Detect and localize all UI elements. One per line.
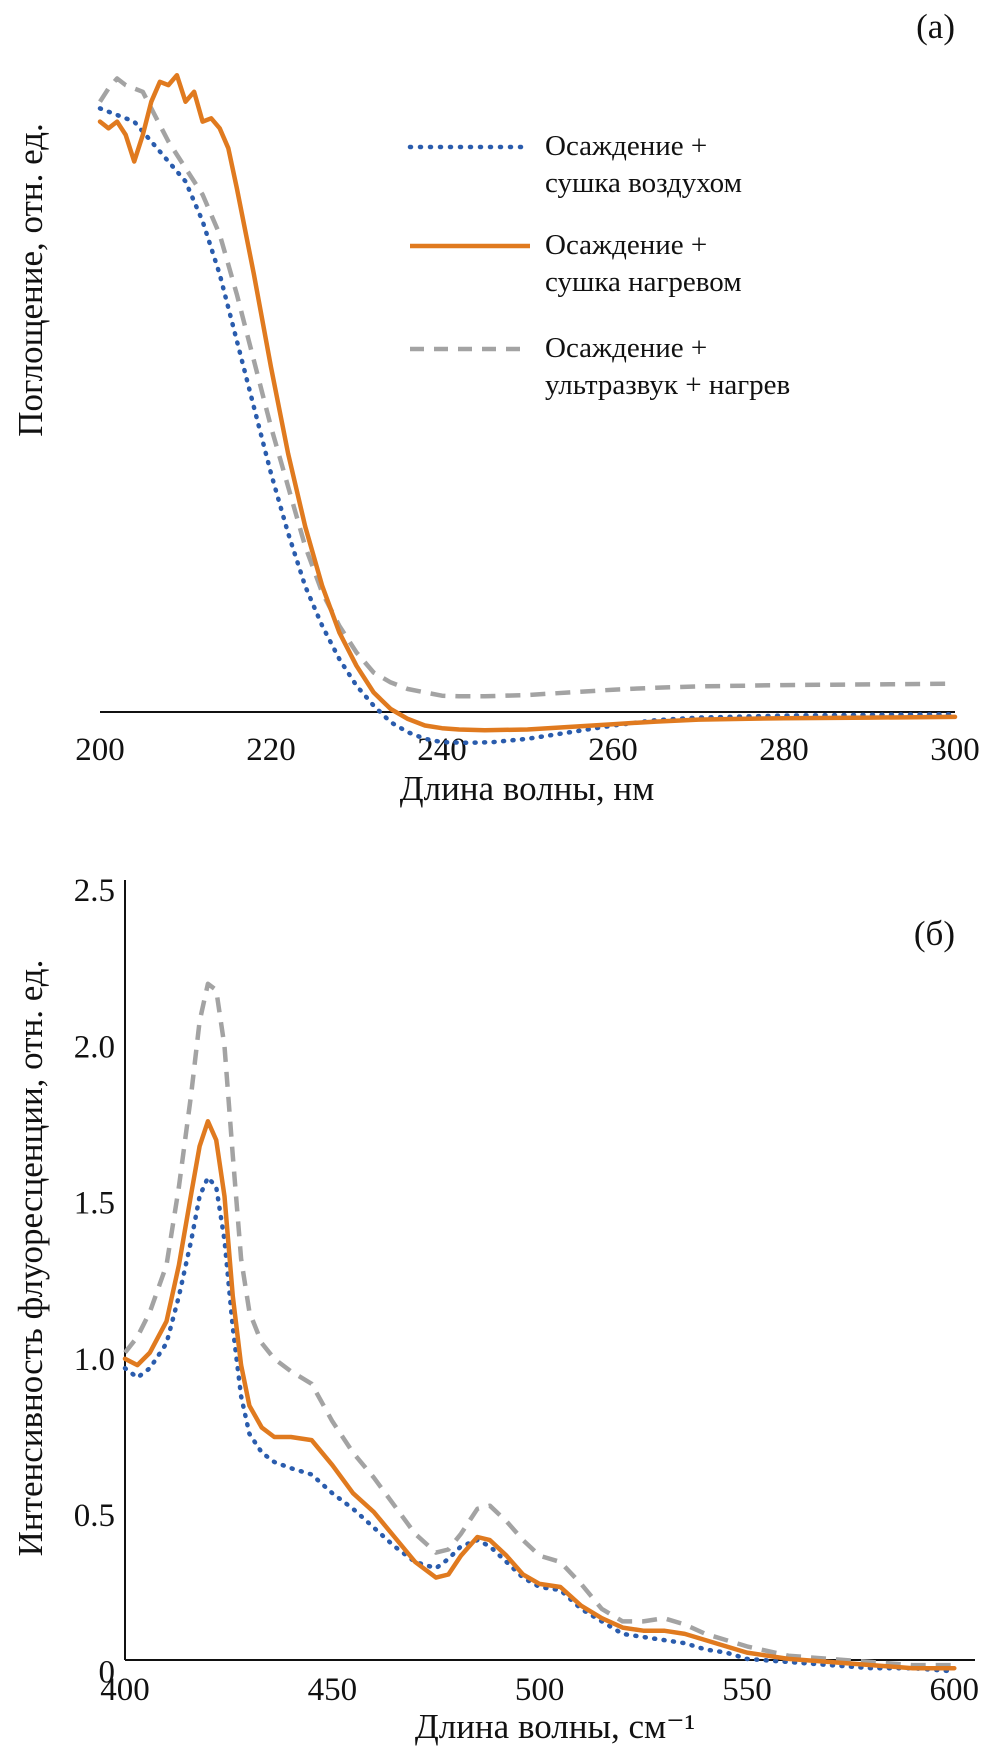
- panel-b-x-tick-500: 500: [515, 1672, 565, 1708]
- legend-item-air: Осаждение + сушка воздухом: [407, 130, 742, 199]
- panel-b-x-tick-400: 400: [100, 1672, 150, 1708]
- panel-b-y-tick-1-5: 1.5: [74, 1186, 115, 1222]
- panel-b-series-us: [123, 981, 955, 1668]
- panel-b-x-tick-550: 550: [722, 1672, 772, 1708]
- panel-a-series: [97, 72, 958, 746]
- panel-a-x-tick-280: 280: [759, 732, 809, 768]
- panel-b-y-tick-1: 1.0: [74, 1342, 115, 1378]
- panel-a-series-air: [97, 106, 958, 746]
- panel-b-label: (б): [914, 914, 955, 953]
- panel-a-x-tick-260: 260: [588, 732, 638, 768]
- panel-a-x-tick-labels: 200 220 240 260 280 300: [75, 732, 980, 768]
- panel-a-x-tick-200: 200: [75, 732, 125, 768]
- panel-b-y-tick-0-5: 0.5: [74, 1498, 115, 1534]
- panel-b-y-axis-title: Интенсивность флуоресценции, отн. ед.: [11, 960, 50, 1557]
- legend-label-heat-line2: сушка нагревом: [545, 266, 742, 298]
- panel-a-label: (а): [916, 7, 955, 46]
- legend-item-us: Осаждение + ультразвук + нагрев: [410, 332, 790, 401]
- panel-a-x-axis-title: Длина волны, нм: [400, 769, 655, 808]
- panel-a: (а) Поглощение, отн. ед. 200 220 240 260 280…: [11, 7, 980, 808]
- panel-b-y-tick-2: 2.0: [74, 1029, 115, 1065]
- panel-b-y-tick-2-5: 2.5: [74, 873, 115, 909]
- panel-b: (б) Интенсивность флуоресценции, отн. ед…: [11, 873, 979, 1746]
- panel-a-x-tick-300: 300: [930, 732, 980, 768]
- panel-a-x-tick-240: 240: [417, 732, 467, 768]
- panel-b-x-tick-450: 450: [308, 1672, 358, 1708]
- panel-a-series-heat: [97, 72, 958, 733]
- legend-label-air-line1: Осаждение +: [545, 130, 707, 162]
- panel-b-x-tick-600: 600: [930, 1672, 980, 1708]
- legend-label-us-line2: ультразвук + нагрев: [545, 369, 790, 401]
- panel-b-x-tick-labels: 400 450 500 550 600: [100, 1672, 979, 1708]
- legend-label-air-line2: сушка воздухом: [545, 167, 742, 199]
- panel-a-x-tick-220: 220: [246, 732, 296, 768]
- panel-b-x-axis-title: Длина волны, см⁻¹: [415, 1707, 695, 1746]
- legend-item-heat: Осаждение + сушка нагревом: [410, 229, 742, 298]
- legend-label-heat-line1: Осаждение +: [545, 229, 707, 261]
- panel-a-series-us: [98, 76, 956, 699]
- panel-b-series: [122, 981, 957, 1674]
- panel-b-series-heat: [122, 1119, 957, 1671]
- panel-b-y-tick-0: 0: [99, 1654, 116, 1690]
- panel-a-y-axis-title: Поглощение, отн. ед.: [11, 123, 50, 437]
- panel-b-y-tick-labels: 0 0.5 1.0 1.5 2.0 2.5: [74, 873, 115, 1690]
- legend-label-us-line1: Осаждение +: [545, 332, 707, 364]
- legend: Осаждение + сушка воздухом Осаждение + с…: [407, 130, 790, 401]
- panel-b-series-air: [122, 1175, 957, 1674]
